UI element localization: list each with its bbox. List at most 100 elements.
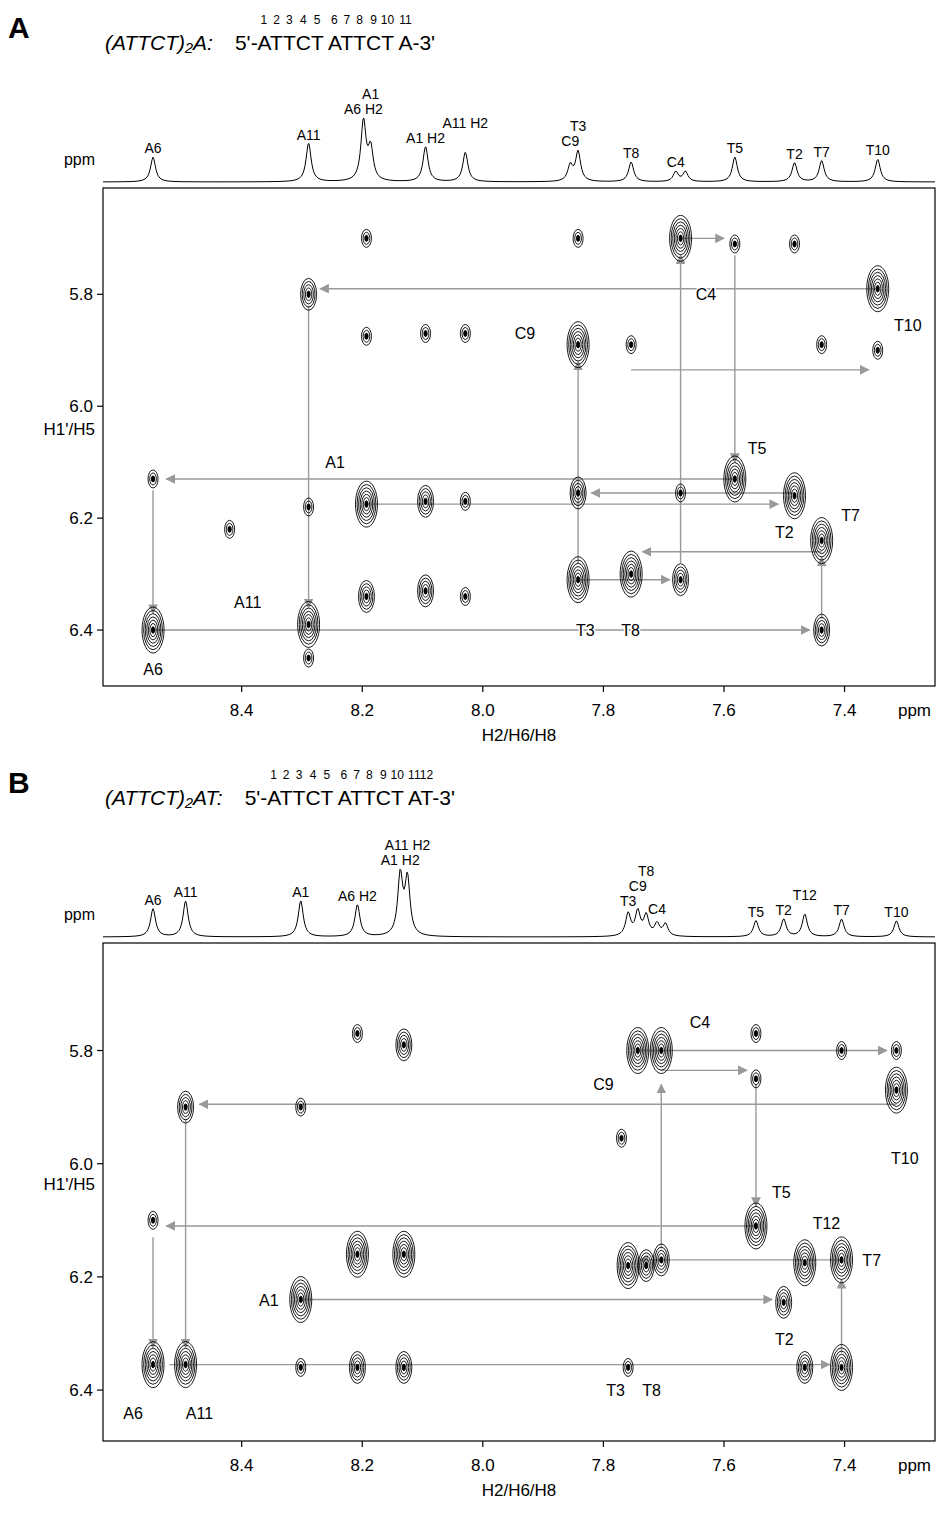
- contour: [142, 607, 164, 653]
- contour: [297, 1361, 304, 1373]
- contour: [178, 1091, 194, 1123]
- contour: [727, 463, 743, 496]
- contour: [573, 483, 583, 502]
- contour: [750, 1213, 763, 1239]
- cross-peak: [460, 587, 470, 605]
- residue-number: 5: [323, 768, 330, 782]
- contour: [396, 1029, 412, 1061]
- contour: [815, 617, 828, 643]
- contour: [628, 568, 634, 581]
- contour: [567, 557, 589, 603]
- contour: [365, 593, 368, 599]
- contour: [298, 1293, 304, 1306]
- contour: [422, 584, 428, 597]
- walk-arrow: [755, 1084, 756, 1206]
- walk-arrow: [185, 1118, 186, 1347]
- contour: [892, 1080, 901, 1100]
- contour: [365, 501, 368, 508]
- y-axis-title: H1'/H5: [44, 1175, 95, 1194]
- peak-label: T8: [638, 863, 655, 879]
- cross-peak: [837, 1042, 847, 1060]
- peak-label: A1 H2: [381, 852, 420, 868]
- contour: [398, 1241, 411, 1267]
- contour: [575, 338, 581, 351]
- contour: [871, 276, 884, 302]
- contour: [396, 1238, 412, 1271]
- contour: [751, 1025, 761, 1043]
- peak-annotation: T2: [775, 524, 794, 541]
- contour: [399, 1358, 409, 1377]
- peak-label: T10: [866, 142, 890, 158]
- contour: [876, 347, 879, 353]
- peak-annotation: A6: [123, 1405, 143, 1422]
- walk-arrow: [152, 1237, 153, 1347]
- contour: [356, 1031, 359, 1037]
- cross-peak: [670, 215, 692, 261]
- peak-annotation: T7: [862, 1252, 881, 1269]
- contour: [422, 495, 428, 508]
- contour: [626, 1364, 629, 1370]
- cross-peak: [831, 1237, 853, 1283]
- contour: [793, 241, 796, 247]
- contour: [616, 1129, 626, 1147]
- y-tick: [97, 1050, 103, 1051]
- contour: [299, 1296, 302, 1303]
- contour: [834, 1351, 850, 1384]
- contour: [837, 1042, 847, 1060]
- contour: [182, 1358, 188, 1371]
- contour: [831, 1344, 853, 1390]
- peak-annotation: T3: [606, 1382, 625, 1399]
- peak-label: T2: [786, 146, 803, 162]
- contour: [840, 1257, 843, 1264]
- contour: [747, 1206, 766, 1245]
- contour: [628, 1031, 647, 1070]
- x-tick-label: 7.8: [592, 701, 616, 720]
- y-tick-label: 6.4: [69, 1381, 93, 1400]
- cross-peak: [421, 324, 431, 342]
- cross-peak: [298, 601, 320, 647]
- x-tick: [603, 1441, 604, 1447]
- peak-label: A11: [297, 127, 321, 143]
- contour: [356, 1251, 359, 1258]
- contour: [360, 491, 373, 517]
- contour: [893, 1045, 900, 1057]
- contour: [363, 232, 370, 244]
- contour: [745, 1203, 767, 1249]
- contour: [622, 1252, 635, 1278]
- contour: [577, 341, 580, 348]
- peak-label: T5: [748, 904, 765, 920]
- residue-number: 9: [370, 13, 377, 27]
- walk-arrow: [308, 306, 309, 608]
- cross-peak: [867, 266, 889, 312]
- residue-number: 10: [381, 13, 395, 27]
- walk-arrow: [638, 1050, 887, 1051]
- contour: [148, 1355, 157, 1375]
- contour: [460, 492, 470, 510]
- contour: [402, 1251, 405, 1258]
- residue-number: 2: [273, 13, 280, 27]
- cross-peak: [567, 557, 589, 603]
- contour: [794, 1240, 816, 1286]
- cross-peak: [673, 564, 689, 596]
- panel-letter: B: [8, 766, 30, 799]
- contour: [811, 518, 833, 564]
- peak-label: T8: [623, 145, 640, 161]
- walk-arrow: [153, 629, 810, 630]
- contour: [181, 1098, 191, 1117]
- peak-label: C4: [648, 901, 666, 917]
- cross-peak: [814, 614, 830, 646]
- spectrum-trace: [103, 118, 935, 182]
- contour: [798, 1250, 811, 1276]
- cross-peak: [617, 1243, 639, 1289]
- contour: [424, 498, 427, 504]
- contour: [228, 526, 231, 532]
- contour: [817, 336, 827, 354]
- contour: [641, 1256, 651, 1275]
- x-tick: [482, 686, 483, 692]
- contour: [730, 235, 740, 253]
- peak-annotation: T5: [748, 440, 767, 457]
- contour: [399, 1244, 408, 1264]
- peak-label: C9: [561, 133, 579, 149]
- contour: [732, 472, 738, 485]
- contour: [573, 335, 582, 355]
